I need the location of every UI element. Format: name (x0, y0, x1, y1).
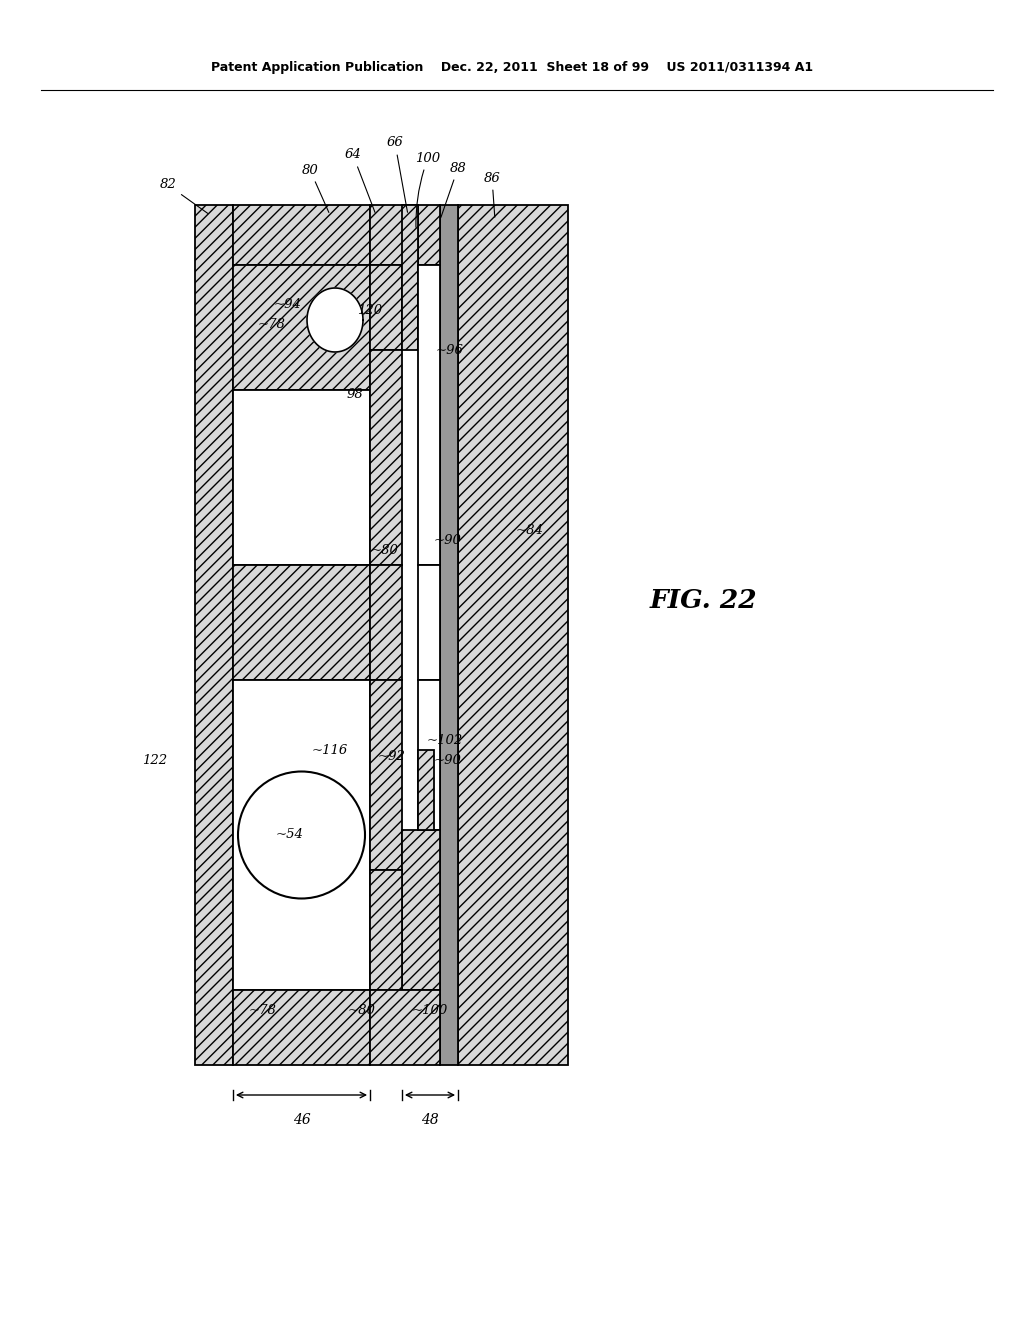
Text: 122: 122 (142, 754, 168, 767)
Bar (402, 830, 440, 990)
Bar (233, 265, 370, 389)
Bar (418, 750, 434, 830)
Bar (195, 205, 233, 1065)
Text: 120: 120 (357, 304, 383, 317)
Text: ~80: ~80 (371, 544, 399, 557)
Bar (418, 680, 440, 830)
Text: 100: 100 (416, 152, 440, 227)
Bar (233, 565, 370, 680)
Text: ~94: ~94 (274, 298, 302, 312)
Bar (458, 205, 568, 1065)
Bar (418, 565, 440, 680)
Text: ~90: ~90 (434, 533, 462, 546)
Polygon shape (307, 288, 362, 352)
Bar (233, 205, 370, 265)
Bar (370, 870, 402, 990)
Bar (440, 205, 458, 1065)
Bar (418, 205, 440, 265)
Bar (233, 990, 370, 1065)
Text: Patent Application Publication    Dec. 22, 2011  Sheet 18 of 99    US 2011/03113: Patent Application Publication Dec. 22, … (211, 62, 813, 74)
Text: ~116: ~116 (312, 743, 348, 756)
Text: 46: 46 (293, 1113, 310, 1127)
Circle shape (238, 771, 365, 899)
Text: FIG. 22: FIG. 22 (650, 587, 758, 612)
Bar (370, 205, 418, 265)
Text: 66: 66 (387, 136, 408, 213)
Text: ~90: ~90 (434, 754, 462, 767)
Text: 88: 88 (441, 161, 466, 218)
Bar (370, 680, 402, 870)
Text: 86: 86 (483, 172, 501, 218)
Text: 82: 82 (160, 178, 208, 214)
Text: 64: 64 (345, 149, 375, 213)
Bar (418, 265, 440, 565)
Text: 48: 48 (421, 1113, 439, 1127)
Text: ~78: ~78 (249, 1003, 276, 1016)
Bar (370, 350, 402, 565)
Bar (402, 205, 418, 350)
Text: 80: 80 (302, 164, 329, 213)
Text: ~96: ~96 (436, 343, 464, 356)
Bar (370, 990, 440, 1065)
Text: ~54: ~54 (276, 829, 304, 842)
Text: 98: 98 (347, 388, 364, 401)
Text: ~84: ~84 (516, 524, 544, 536)
Bar (233, 389, 370, 565)
Text: ~78: ~78 (258, 318, 286, 331)
Text: ~80: ~80 (348, 1003, 376, 1016)
Bar (233, 680, 370, 990)
Text: ~100: ~100 (412, 1003, 449, 1016)
Bar (370, 565, 402, 680)
Bar (370, 265, 402, 350)
Text: ~92: ~92 (378, 750, 406, 763)
Text: ~102: ~102 (427, 734, 463, 747)
